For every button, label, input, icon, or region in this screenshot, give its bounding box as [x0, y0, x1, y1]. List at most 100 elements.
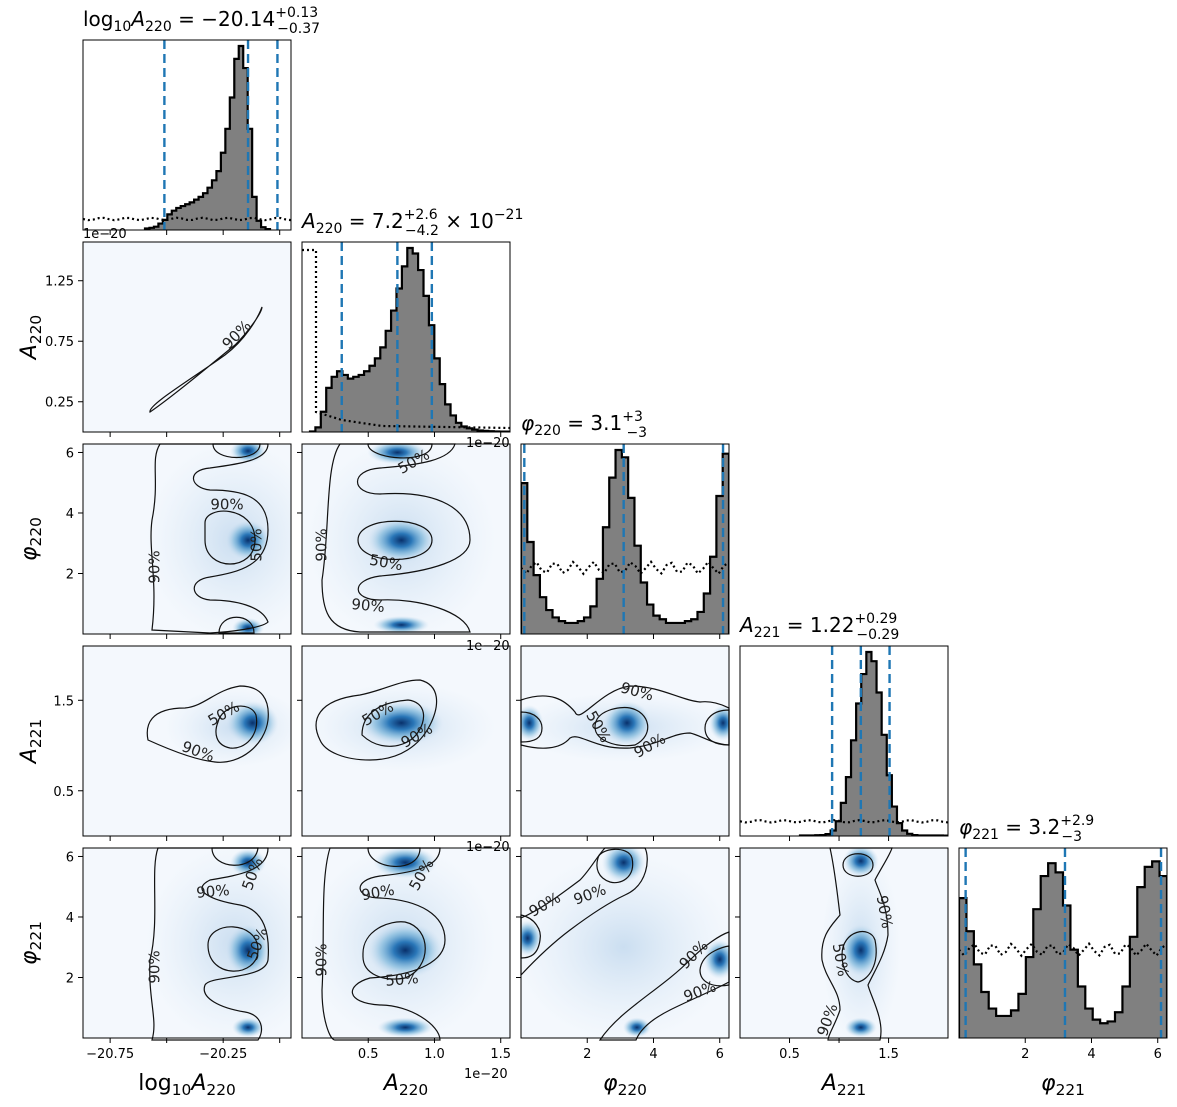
contour-line [841, 931, 877, 983]
contour-line [596, 848, 634, 884]
contour-label: 90% [313, 943, 331, 976]
histogram-outline [143, 44, 272, 230]
contour-line [204, 510, 256, 565]
histogram-bars [310, 248, 510, 432]
density-peak [359, 700, 444, 745]
contour-line [367, 443, 433, 459]
axis-label: A221 [17, 719, 45, 765]
density-peak [367, 518, 436, 563]
contour-label: 50% [248, 528, 266, 561]
density-peak [226, 924, 271, 977]
contour-line [146, 685, 269, 763]
density-panel-4-1 [302, 848, 510, 1038]
y-tick-label: 0.5 [53, 785, 74, 800]
y-tick-label: 0.25 [45, 396, 74, 411]
histogram-bars [145, 46, 270, 230]
density-panel-3-1 [302, 646, 510, 836]
y-tick-label: 0.75 [45, 335, 74, 350]
axis-label: φ221 [1041, 1071, 1085, 1099]
histogram-panel-2 [521, 444, 729, 634]
panel-title: A221 = 1.22+0.29 −0.29 [738, 611, 899, 643]
density-peak [377, 1017, 434, 1038]
panel-frame [739, 847, 949, 1039]
x-tick-label: 0.5 [358, 1047, 379, 1062]
x-tick-label: 1.5 [878, 1047, 899, 1062]
contour-line [842, 853, 874, 877]
panel-title: log10A220 = −20.14+0.13 −0.37 [83, 5, 320, 37]
histogram-bars [959, 861, 1167, 1038]
contour-line [207, 926, 259, 972]
density-peak [226, 520, 271, 561]
prior-distribution [740, 818, 948, 824]
axis-offset-label: 1e−20 [464, 1067, 508, 1082]
density-panel-4-0 [83, 848, 291, 1038]
panel-frame [520, 443, 730, 635]
axis-label: φ221 [17, 921, 45, 965]
contour-label: 50% [385, 969, 420, 990]
axis-label: A220 [382, 1071, 428, 1099]
panel-frame [301, 241, 511, 433]
panel-frame [82, 39, 292, 231]
panel-frame [82, 847, 292, 1039]
contour-line [212, 443, 261, 459]
x-tick-label: 1.5 [490, 1047, 511, 1062]
histogram-panel-1 [302, 242, 510, 432]
histogram-outline [959, 860, 1167, 1038]
density-peak [521, 704, 544, 741]
density-panel-3-2 [521, 646, 729, 836]
density-peak [521, 920, 542, 957]
density-peak [226, 700, 279, 745]
x-tick-label: 0.5 [779, 1047, 800, 1062]
y-tick-label: 6 [66, 850, 74, 865]
panel-frame [301, 847, 511, 1039]
axis-offset-label: 1e−20 [466, 436, 510, 451]
contour-line [315, 679, 438, 761]
axis-label: φ220 [17, 517, 45, 561]
panel-title: φ221 = 3.2+2.9 −3 [959, 813, 1094, 845]
density-haze [144, 444, 291, 634]
density-peak [622, 1017, 651, 1038]
density-haze [144, 848, 291, 1038]
density-peak [373, 615, 430, 634]
axis-label: A220 [17, 315, 45, 361]
contour-line [357, 520, 433, 561]
contour-label: 90% [873, 894, 897, 930]
contour-label: 90% [146, 950, 164, 983]
contour-line [149, 847, 269, 1041]
panel-frame [301, 443, 511, 635]
axis-offset-label: 1e−20 [83, 227, 127, 242]
density-peak [844, 1017, 877, 1038]
contour-line [361, 699, 425, 747]
contour-line [149, 306, 263, 413]
contour-line [362, 921, 426, 980]
contour-line [520, 914, 541, 959]
contour-label: 90% [360, 881, 396, 905]
y-tick-label: 4 [66, 911, 74, 926]
axis-label: A221 [820, 1071, 866, 1099]
y-tick-label: 1.25 [45, 275, 74, 290]
panel-frame [82, 645, 292, 837]
contour-line [704, 709, 730, 746]
panel-title: A220 = 7.2+2.6 −4.2 × 10−21 [300, 207, 523, 239]
density-panel-1-0 [83, 242, 291, 432]
histogram-outline [521, 448, 729, 634]
contour-label: 50% [829, 942, 853, 978]
contour-line [150, 443, 269, 634]
histogram-bars [800, 652, 948, 836]
contour-label: 90% [313, 528, 331, 561]
contour-line [211, 847, 259, 866]
contour-label: 90% [351, 595, 386, 616]
panel-frame [520, 847, 730, 1039]
prior-distribution [83, 216, 291, 222]
density-haze [521, 852, 729, 1038]
x-tick-label: 2 [1021, 1047, 1029, 1062]
x-tick-label: −20.75 [86, 1047, 134, 1062]
contour-label: 90% [196, 881, 231, 902]
contour-line [321, 443, 471, 633]
panel-frame [739, 645, 949, 837]
y-tick-label: 6 [66, 446, 74, 461]
contour-line [321, 847, 446, 1041]
panel-title: φ220 = 3.1+3 −3 [521, 409, 647, 441]
histogram-outline [798, 650, 948, 836]
